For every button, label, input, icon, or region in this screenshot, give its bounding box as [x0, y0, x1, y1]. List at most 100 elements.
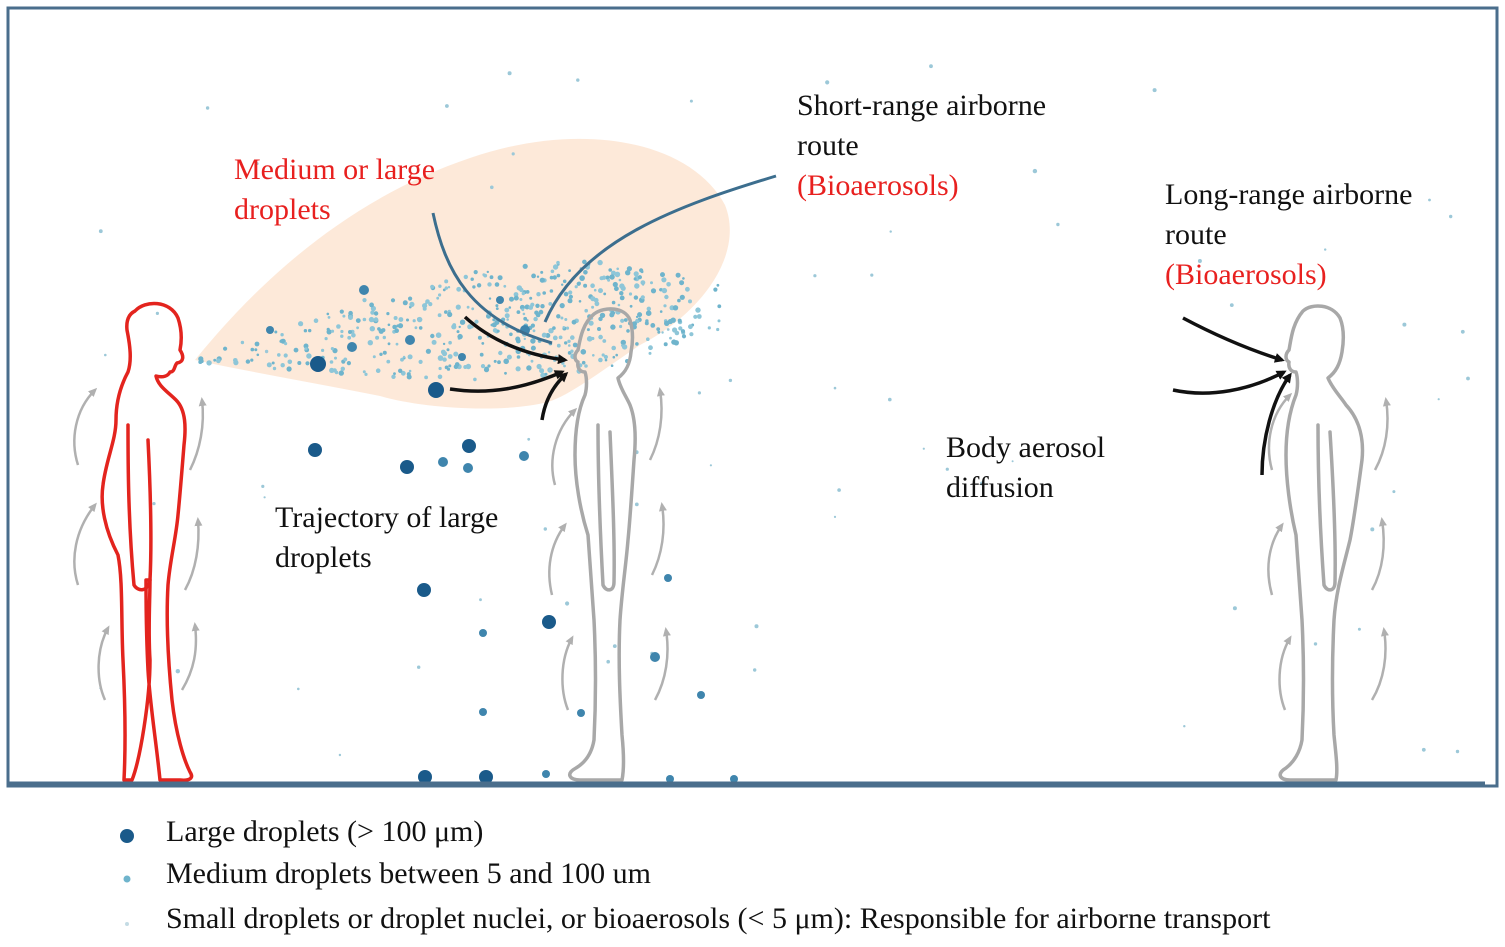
- cloud-particle: [524, 304, 530, 310]
- cloud-particle: [418, 326, 423, 330]
- cloud-particle: [444, 286, 448, 290]
- small-particle: [666, 328, 670, 331]
- cloud-particle: [547, 351, 551, 354]
- large-droplet: [310, 356, 326, 372]
- cloud-particle: [451, 324, 457, 330]
- cloud-particle: [373, 311, 379, 316]
- small-particle: [1460, 329, 1465, 334]
- cloud-particle: [471, 307, 475, 311]
- cloud-particle: [293, 347, 299, 353]
- cloud-particle: [408, 369, 412, 373]
- small-particle: [1392, 490, 1396, 494]
- cloud-particle: [550, 269, 555, 274]
- inhalation-arrows: [449, 315, 1292, 476]
- diagram-frame: [6, 6, 1499, 788]
- small-particle: [1032, 168, 1038, 174]
- cloud-particle: [677, 298, 681, 303]
- cloud-particle: [610, 324, 616, 330]
- small-particle: [264, 349, 269, 354]
- cloud-particle: [467, 324, 473, 330]
- small-particle: [1402, 322, 1407, 327]
- small-particle: [1421, 747, 1426, 752]
- cloud-particle: [456, 286, 462, 292]
- trajectory-label: Trajectory of large droplets: [275, 498, 498, 578]
- small-particle: [1449, 214, 1453, 219]
- cloud-particle: [334, 356, 337, 360]
- cloud-particle: [559, 303, 565, 309]
- short-range-label-line1: Short-range airborne: [797, 89, 1047, 122]
- cloud-particle: [382, 335, 386, 340]
- cloud-particle: [516, 310, 521, 314]
- cloud-particle: [538, 309, 544, 315]
- cloud-particle: [552, 275, 557, 280]
- small-particle: [565, 601, 570, 606]
- cloud-particle: [368, 316, 375, 323]
- cloud-particle: [346, 361, 351, 366]
- cloud-particle: [578, 300, 582, 303]
- large-droplets: [266, 285, 738, 784]
- cloud-particle: [603, 292, 607, 296]
- cloud-particle: [223, 346, 228, 351]
- cloud-particle: [509, 332, 513, 337]
- cloud-particle: [576, 281, 581, 286]
- cloud-particle: [472, 285, 476, 289]
- small-particle: [205, 106, 210, 110]
- small-particle: [929, 64, 933, 69]
- cloud-particle: [272, 366, 277, 371]
- small-particle: [945, 467, 949, 471]
- cloud-particle: [339, 309, 344, 314]
- cloud-particle: [611, 300, 616, 305]
- cloud-particle: [494, 320, 500, 325]
- cloud-particle: [441, 351, 448, 357]
- small-particle: [833, 386, 837, 390]
- cloud-particle: [541, 332, 547, 338]
- cloud-particle: [326, 327, 330, 331]
- short-range-leader-line: [543, 174, 777, 323]
- cloud-particle: [402, 355, 406, 359]
- cloud-particle: [324, 337, 328, 341]
- cloud-particle: [504, 307, 510, 313]
- cloud-particle: [519, 287, 524, 293]
- cloud-particle: [584, 308, 588, 313]
- cloud-particle: [563, 364, 566, 368]
- cloud-particle: [565, 326, 570, 330]
- cloud-particle: [495, 304, 499, 308]
- cloud-particle: [406, 372, 411, 377]
- cloud-particle: [563, 291, 569, 297]
- cloud-particle: [672, 340, 676, 344]
- large-droplet: [418, 770, 432, 784]
- cloud-particle: [240, 340, 245, 345]
- cloud-particle: [393, 372, 396, 375]
- cloud-particle: [568, 294, 574, 299]
- small-particle: [543, 527, 547, 531]
- cloud-particle: [685, 286, 690, 292]
- small-particle: [1437, 398, 1440, 401]
- small-particle: [889, 230, 892, 233]
- cloud-particle: [713, 287, 718, 292]
- long-range-route-label: Long-range airborne route (Bioaerosols): [1165, 175, 1412, 295]
- cloud-particle: [610, 310, 616, 316]
- medium-droplet: [266, 326, 274, 334]
- cloud-particle: [393, 316, 398, 320]
- cloud-particle: [592, 354, 595, 357]
- cloud-particle: [688, 324, 693, 330]
- cloud-particle: [470, 277, 474, 281]
- small-particle: [261, 484, 265, 488]
- cloud-particle: [334, 370, 339, 375]
- cloud-particle: [480, 364, 486, 369]
- cloud-particle: [455, 304, 461, 310]
- cloud-particle: [463, 365, 468, 369]
- cloud-particle: [583, 270, 588, 275]
- cloud-particle: [597, 327, 601, 331]
- cloud-particle: [568, 344, 571, 347]
- body-aerosol-label-line1: Body aerosol: [946, 431, 1106, 464]
- cloud-particle: [548, 328, 554, 334]
- cloud-particle: [696, 314, 702, 319]
- large-droplet: [479, 770, 493, 784]
- medium-droplet: [496, 296, 504, 304]
- small-particle: [263, 496, 266, 499]
- small-particle: [709, 464, 713, 467]
- medium-large-label-line2: droplets: [234, 193, 331, 226]
- cloud-particle: [688, 299, 692, 304]
- cloud-particle: [614, 271, 621, 278]
